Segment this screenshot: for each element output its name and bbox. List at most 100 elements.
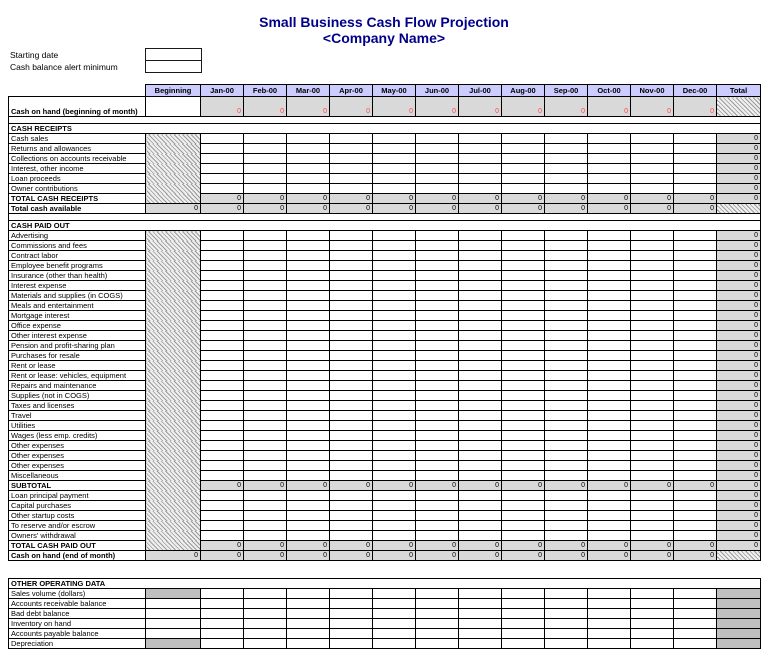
month-input-cell[interactable] bbox=[630, 460, 674, 471]
month-input-cell[interactable] bbox=[329, 450, 373, 461]
month-input-cell[interactable] bbox=[630, 340, 674, 351]
month-input-cell[interactable] bbox=[630, 470, 674, 481]
month-input-cell[interactable] bbox=[415, 490, 459, 501]
month-input-cell[interactable] bbox=[286, 608, 330, 619]
month-input-cell[interactable] bbox=[415, 340, 459, 351]
month-input-cell[interactable] bbox=[243, 350, 287, 361]
month-input-cell[interactable] bbox=[544, 410, 588, 421]
month-input-cell[interactable] bbox=[587, 350, 631, 361]
month-input-cell[interactable] bbox=[544, 300, 588, 311]
month-input-cell[interactable] bbox=[458, 608, 502, 619]
month-input-cell[interactable] bbox=[673, 133, 717, 144]
month-input-cell[interactable] bbox=[630, 608, 674, 619]
month-input-cell[interactable] bbox=[243, 280, 287, 291]
month-input-cell[interactable] bbox=[415, 250, 459, 261]
month-input-cell[interactable] bbox=[544, 230, 588, 241]
month-input-cell[interactable] bbox=[286, 450, 330, 461]
month-input-cell[interactable] bbox=[329, 340, 373, 351]
month-input-cell[interactable] bbox=[372, 440, 416, 451]
month-input-cell[interactable] bbox=[415, 143, 459, 154]
month-input-cell[interactable] bbox=[544, 638, 588, 649]
month-input-cell[interactable] bbox=[200, 183, 244, 194]
month-input-cell[interactable] bbox=[544, 430, 588, 441]
month-input-cell[interactable] bbox=[458, 588, 502, 599]
month-input-cell[interactable] bbox=[673, 330, 717, 341]
month-input-cell[interactable] bbox=[200, 300, 244, 311]
month-input-cell[interactable] bbox=[501, 510, 545, 521]
month-input-cell[interactable] bbox=[630, 260, 674, 271]
month-input-cell[interactable] bbox=[501, 320, 545, 331]
month-input-cell[interactable] bbox=[501, 310, 545, 321]
month-input-cell[interactable] bbox=[372, 430, 416, 441]
month-input-cell[interactable] bbox=[544, 608, 588, 619]
month-input-cell[interactable] bbox=[501, 340, 545, 351]
month-input-cell[interactable] bbox=[501, 608, 545, 619]
month-input-cell[interactable] bbox=[329, 230, 373, 241]
month-input-cell[interactable] bbox=[501, 390, 545, 401]
month-input-cell[interactable] bbox=[673, 410, 717, 421]
month-input-cell[interactable] bbox=[372, 520, 416, 531]
month-input-cell[interactable] bbox=[673, 510, 717, 521]
month-input-cell[interactable] bbox=[673, 240, 717, 251]
month-input-cell[interactable] bbox=[200, 598, 244, 609]
month-input-cell[interactable] bbox=[501, 153, 545, 164]
month-input-cell[interactable] bbox=[243, 618, 287, 629]
month-input-cell[interactable] bbox=[372, 310, 416, 321]
month-input-cell[interactable] bbox=[544, 340, 588, 351]
month-input-cell[interactable] bbox=[673, 400, 717, 411]
month-input-cell[interactable] bbox=[415, 598, 459, 609]
month-input-cell[interactable] bbox=[329, 420, 373, 431]
month-input-cell[interactable] bbox=[372, 390, 416, 401]
month-input-cell[interactable] bbox=[544, 530, 588, 541]
month-input-cell[interactable] bbox=[587, 430, 631, 441]
month-input-cell[interactable] bbox=[458, 280, 502, 291]
month-input-cell[interactable] bbox=[243, 598, 287, 609]
month-input-cell[interactable] bbox=[501, 280, 545, 291]
month-input-cell[interactable] bbox=[673, 183, 717, 194]
month-input-cell[interactable] bbox=[673, 450, 717, 461]
month-input-cell[interactable] bbox=[286, 618, 330, 629]
month-input-cell[interactable] bbox=[329, 183, 373, 194]
month-input-cell[interactable] bbox=[630, 500, 674, 511]
month-input-cell[interactable] bbox=[372, 410, 416, 421]
month-input-cell[interactable] bbox=[415, 153, 459, 164]
month-input-cell[interactable] bbox=[673, 638, 717, 649]
month-input-cell[interactable] bbox=[458, 638, 502, 649]
month-input-cell[interactable] bbox=[415, 608, 459, 619]
month-input-cell[interactable] bbox=[200, 520, 244, 531]
month-input-cell[interactable] bbox=[673, 310, 717, 321]
month-input-cell[interactable] bbox=[544, 260, 588, 271]
month-input-cell[interactable] bbox=[415, 530, 459, 541]
month-input-cell[interactable] bbox=[200, 163, 244, 174]
month-input-cell[interactable] bbox=[372, 320, 416, 331]
month-input-cell[interactable] bbox=[587, 500, 631, 511]
month-input-cell[interactable] bbox=[286, 173, 330, 184]
month-input-cell[interactable] bbox=[415, 450, 459, 461]
month-input-cell[interactable] bbox=[544, 183, 588, 194]
month-input-cell[interactable] bbox=[200, 400, 244, 411]
month-input-cell[interactable] bbox=[286, 470, 330, 481]
month-input-cell[interactable] bbox=[587, 410, 631, 421]
month-input-cell[interactable] bbox=[501, 430, 545, 441]
month-input-cell[interactable] bbox=[243, 250, 287, 261]
month-input-cell[interactable] bbox=[501, 133, 545, 144]
month-input-cell[interactable] bbox=[372, 510, 416, 521]
month-input-cell[interactable] bbox=[243, 390, 287, 401]
month-input-cell[interactable] bbox=[286, 240, 330, 251]
month-input-cell[interactable] bbox=[458, 618, 502, 629]
month-input-cell[interactable] bbox=[415, 230, 459, 241]
month-input-cell[interactable] bbox=[673, 290, 717, 301]
month-input-cell[interactable] bbox=[544, 420, 588, 431]
month-input-cell[interactable] bbox=[630, 320, 674, 331]
month-input-cell[interactable] bbox=[243, 300, 287, 311]
month-input-cell[interactable] bbox=[458, 350, 502, 361]
month-input-cell[interactable] bbox=[673, 490, 717, 501]
month-input-cell[interactable] bbox=[243, 490, 287, 501]
month-input-cell[interactable] bbox=[501, 290, 545, 301]
month-input-cell[interactable] bbox=[630, 390, 674, 401]
month-input-cell[interactable] bbox=[243, 520, 287, 531]
month-input-cell[interactable] bbox=[372, 470, 416, 481]
month-input-cell[interactable] bbox=[673, 300, 717, 311]
month-input-cell[interactable] bbox=[415, 133, 459, 144]
month-input-cell[interactable] bbox=[243, 450, 287, 461]
